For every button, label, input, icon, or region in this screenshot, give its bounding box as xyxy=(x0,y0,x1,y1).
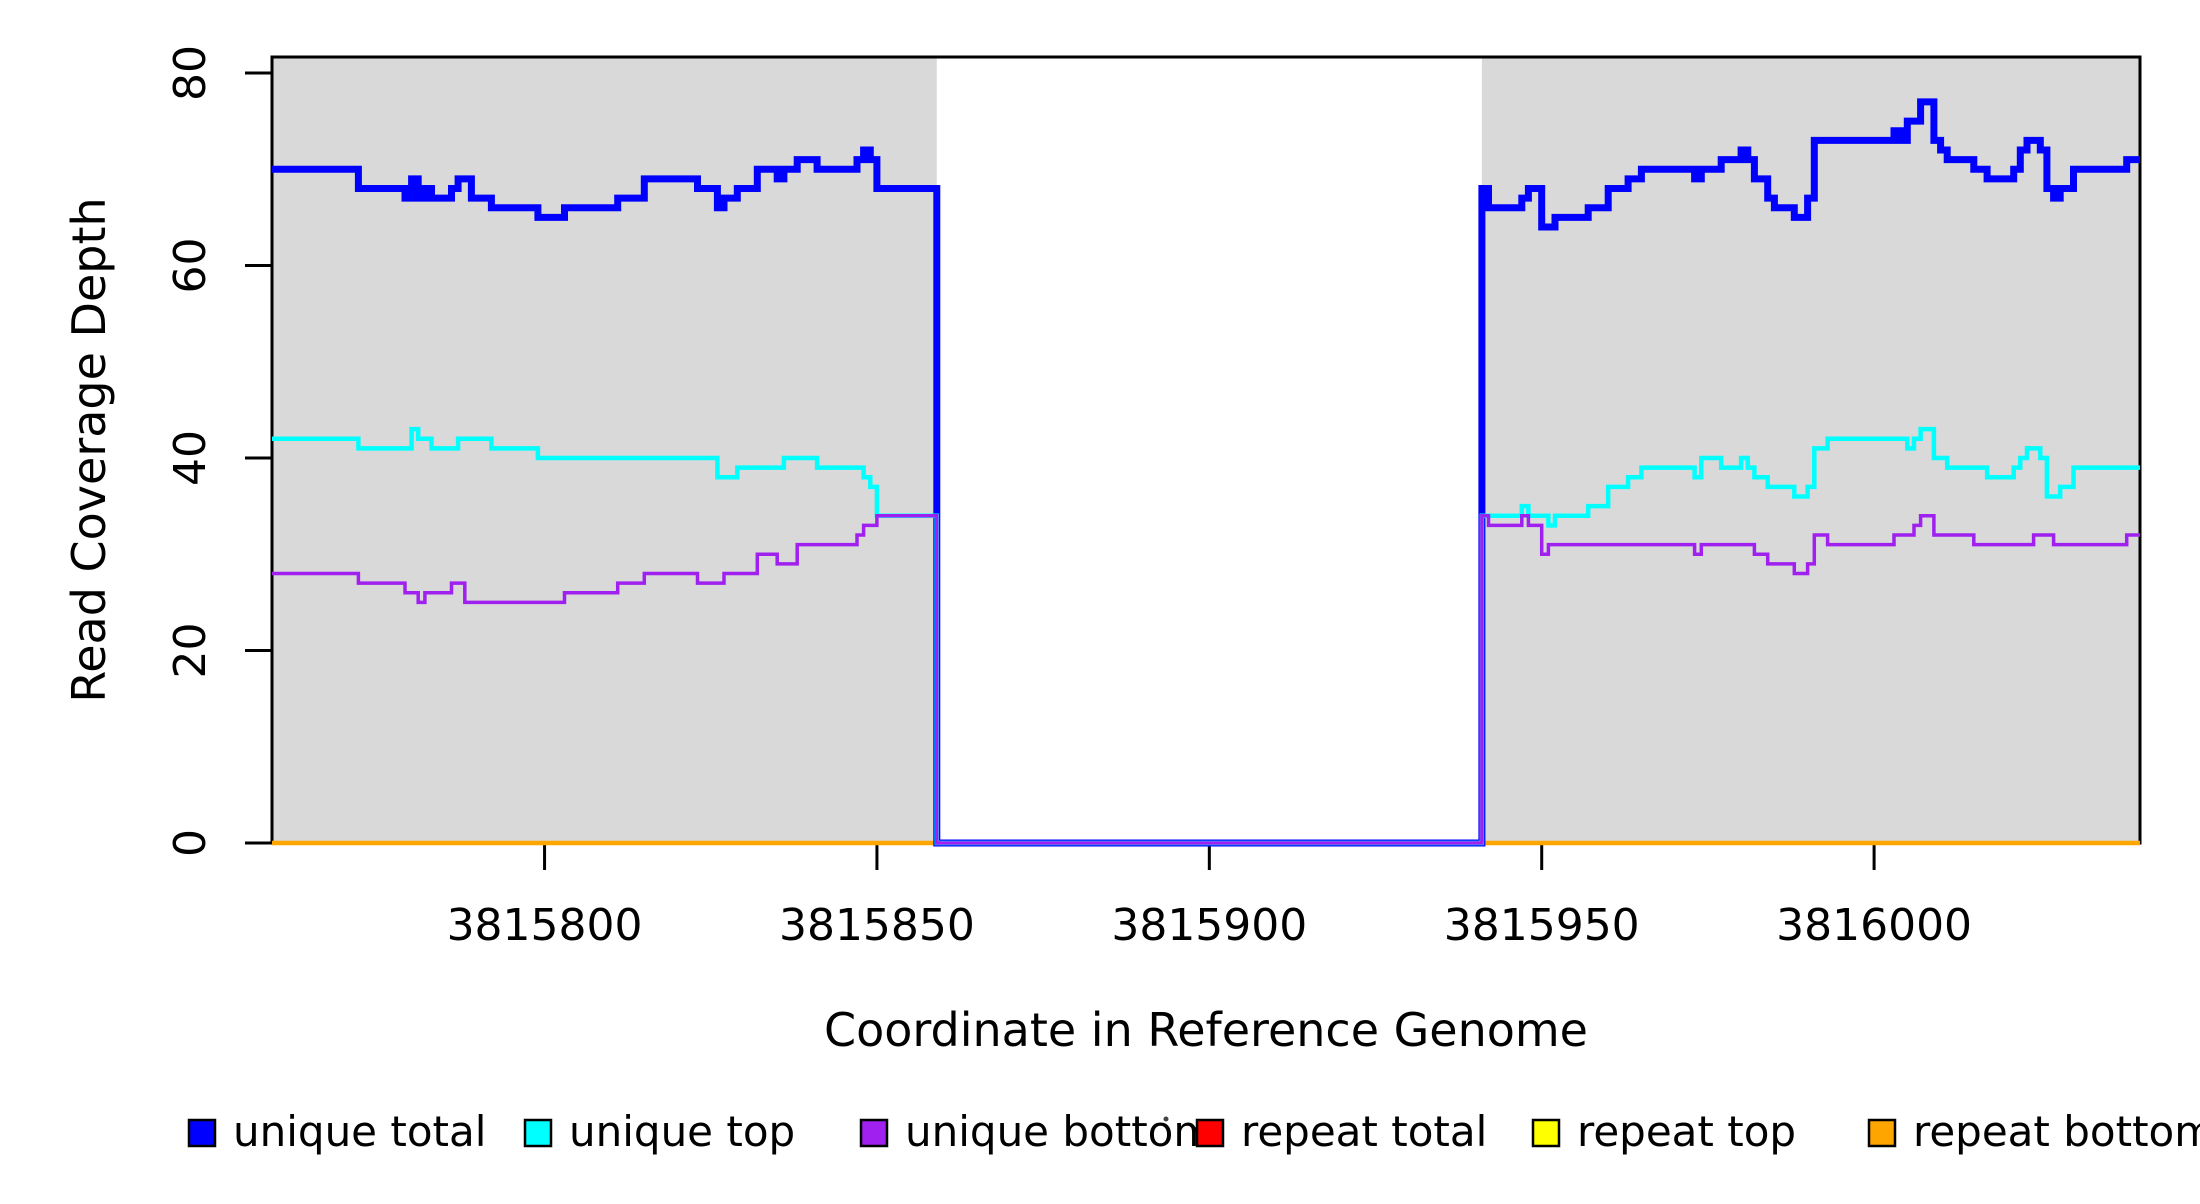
legend: unique total unique top unique bottom re… xyxy=(187,1107,2200,1156)
legend-label-repeat-bottom: repeat bottom xyxy=(1913,1107,2200,1156)
series-lines xyxy=(272,98,2140,847)
y-tick-label: 0 xyxy=(165,829,216,857)
legend-label-repeat-total: repeat total xyxy=(1241,1107,1487,1156)
x-tick-label: 3815950 xyxy=(1444,900,1640,951)
series-unique-bottom xyxy=(272,514,2140,845)
x-tick-label: 3815850 xyxy=(779,900,975,951)
y-tick-label: 20 xyxy=(165,623,216,679)
x-axis-title: Coordinate in Reference Genome xyxy=(824,1003,1588,1057)
legend-item: repeat total xyxy=(1195,1107,1487,1156)
y-tick-label: 80 xyxy=(165,45,216,101)
legend-item: repeat top xyxy=(1531,1107,1796,1156)
x-tick-label: 3816000 xyxy=(1776,900,1972,951)
y-tick-label: 40 xyxy=(165,430,216,486)
legend-label-unique-top: unique top xyxy=(569,1107,795,1156)
legend-item: unique bottom xyxy=(859,1107,1214,1156)
legend-swatch-unique-bottom xyxy=(859,1118,889,1148)
stray-dot-artifact xyxy=(1163,1116,1169,1122)
legend-label-unique-bottom: unique bottom xyxy=(905,1107,1214,1156)
y-axis-title: Read Coverage Depth xyxy=(62,197,116,702)
legend-swatch-repeat-bottom xyxy=(1867,1118,1897,1148)
y-tick-label: 60 xyxy=(165,238,216,294)
legend-item: repeat bottom xyxy=(1867,1107,2200,1156)
axes: 3815800 3815850 3815900 3815950 3816000 0 20 40… xyxy=(165,45,1972,951)
legend-swatch-unique-total xyxy=(187,1118,217,1148)
series-unique-top xyxy=(272,426,2140,846)
shaded-regions xyxy=(272,57,2140,843)
series-unique-total xyxy=(272,98,2140,847)
legend-label-repeat-top: repeat top xyxy=(1577,1107,1796,1156)
legend-swatch-repeat-total xyxy=(1195,1118,1225,1148)
legend-label-unique-total: unique total xyxy=(233,1107,486,1156)
legend-swatch-repeat-top xyxy=(1531,1118,1561,1148)
legend-item: unique top xyxy=(523,1107,795,1156)
legend-swatch-unique-top xyxy=(523,1118,553,1148)
x-tick-label: 3815800 xyxy=(447,900,643,951)
legend-item: unique total xyxy=(187,1107,486,1156)
x-tick-label: 3815900 xyxy=(1111,900,1307,951)
